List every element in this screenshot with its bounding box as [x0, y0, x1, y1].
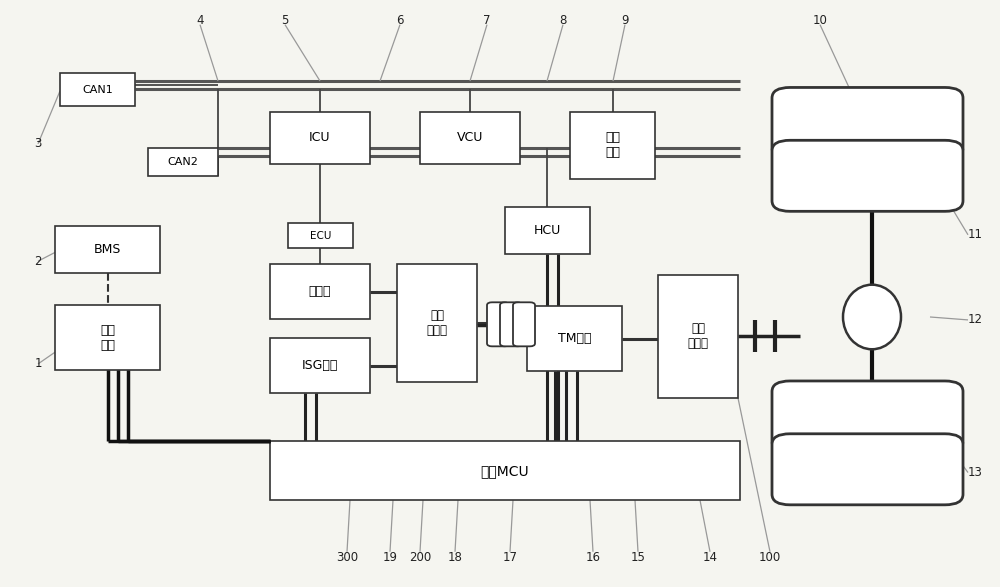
Text: TM电机: TM电机: [558, 332, 591, 345]
FancyBboxPatch shape: [270, 112, 370, 164]
Text: 第一
行星排: 第一 行星排: [426, 309, 448, 337]
FancyBboxPatch shape: [487, 302, 509, 346]
FancyBboxPatch shape: [55, 305, 160, 370]
Text: 9: 9: [621, 14, 629, 27]
Text: CAN2: CAN2: [168, 157, 198, 167]
Text: 其它
模块: 其它 模块: [605, 131, 620, 159]
FancyBboxPatch shape: [772, 381, 963, 452]
FancyBboxPatch shape: [55, 226, 160, 273]
Text: 17: 17: [503, 551, 518, 564]
FancyBboxPatch shape: [270, 441, 740, 500]
FancyBboxPatch shape: [148, 148, 218, 176]
Text: 1: 1: [34, 357, 42, 370]
Text: CAN1: CAN1: [82, 85, 113, 95]
FancyBboxPatch shape: [500, 302, 522, 346]
FancyBboxPatch shape: [570, 112, 655, 179]
Text: BMS: BMS: [94, 243, 121, 256]
Text: 18: 18: [448, 551, 462, 564]
FancyBboxPatch shape: [527, 306, 622, 371]
FancyBboxPatch shape: [772, 87, 963, 158]
Text: 10: 10: [813, 14, 827, 27]
FancyBboxPatch shape: [397, 264, 477, 382]
Text: 6: 6: [396, 14, 404, 27]
Text: 300: 300: [336, 551, 358, 564]
Text: 4: 4: [196, 14, 204, 27]
Text: 100: 100: [759, 551, 781, 564]
Text: ISG电机: ISG电机: [302, 359, 338, 372]
Text: 3: 3: [34, 137, 42, 150]
FancyBboxPatch shape: [505, 207, 590, 254]
Ellipse shape: [843, 285, 901, 349]
FancyBboxPatch shape: [420, 112, 520, 164]
Text: 发动机: 发动机: [309, 285, 331, 298]
Text: ECU: ECU: [310, 231, 331, 241]
Text: 14: 14: [702, 551, 718, 564]
Text: 5: 5: [281, 14, 289, 27]
Text: HCU: HCU: [534, 224, 561, 237]
Text: 11: 11: [968, 228, 982, 241]
FancyBboxPatch shape: [60, 73, 135, 106]
Text: ICU: ICU: [309, 131, 331, 144]
FancyBboxPatch shape: [658, 275, 738, 398]
Text: 集成MCU: 集成MCU: [481, 464, 529, 478]
Text: VCU: VCU: [457, 131, 483, 144]
FancyBboxPatch shape: [772, 434, 963, 505]
Text: 16: 16: [586, 551, 600, 564]
Text: 13: 13: [968, 466, 982, 479]
Text: 200: 200: [409, 551, 431, 564]
Text: 19: 19: [382, 551, 398, 564]
FancyBboxPatch shape: [270, 338, 370, 393]
Text: 动力
电池: 动力 电池: [100, 323, 115, 352]
FancyBboxPatch shape: [772, 140, 963, 211]
Text: 7: 7: [483, 14, 491, 27]
Text: 15: 15: [631, 551, 645, 564]
Text: 8: 8: [559, 14, 567, 27]
Text: 2: 2: [34, 255, 42, 268]
FancyBboxPatch shape: [513, 302, 535, 346]
Text: 12: 12: [968, 313, 982, 326]
FancyBboxPatch shape: [270, 264, 370, 319]
FancyBboxPatch shape: [288, 223, 353, 248]
Text: 第二
行星排: 第二 行星排: [688, 322, 709, 350]
